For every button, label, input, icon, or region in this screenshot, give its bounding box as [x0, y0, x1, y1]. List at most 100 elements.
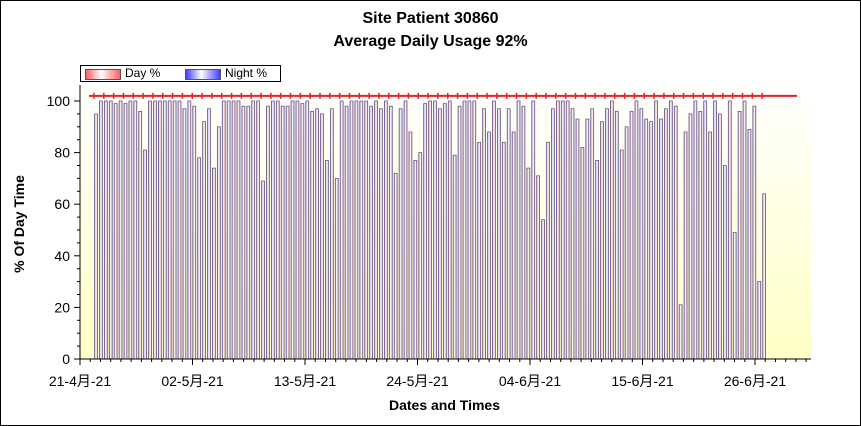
y-tick-label: 100 — [47, 93, 71, 109]
data-bar — [693, 100, 698, 360]
data-bar — [442, 103, 447, 360]
data-bar — [595, 159, 599, 360]
y-tick-label: 20 — [54, 299, 70, 315]
data-bar — [408, 131, 413, 360]
data-bar — [713, 100, 717, 360]
data-bar — [398, 108, 403, 360]
data-bar — [590, 108, 595, 360]
data-bar — [393, 172, 398, 360]
data-bar — [315, 108, 319, 360]
y-tick-label: 80 — [54, 145, 70, 161]
data-bar — [153, 100, 157, 360]
data-bar — [506, 108, 511, 360]
data-bar — [349, 100, 354, 360]
data-bar — [536, 175, 541, 360]
data-bar — [231, 100, 236, 360]
data-bar — [511, 131, 516, 360]
data-bar — [723, 165, 727, 360]
data-bar — [472, 100, 477, 360]
data-bar — [619, 149, 624, 360]
chart-subtitle: Average Daily Usage 92% — [333, 33, 528, 50]
data-bar — [600, 121, 604, 360]
data-bar — [541, 219, 545, 360]
data-bar — [344, 105, 349, 360]
data-bar — [433, 100, 437, 360]
data-bar — [236, 100, 241, 360]
data-bar — [290, 100, 295, 360]
data-bar — [138, 110, 143, 360]
data-bar — [585, 118, 590, 360]
data-bar — [339, 100, 344, 360]
data-bar — [708, 131, 712, 360]
data-bar — [624, 126, 629, 360]
data-bar — [629, 110, 634, 360]
data-bar — [271, 100, 275, 360]
data-bar — [418, 152, 423, 360]
data-bar — [467, 100, 472, 360]
chart-axes: 0 20 40 60 80 100 21-4月-21 02-5月-21 13-5月-21 24-5… — [47, 85, 811, 389]
data-bar — [334, 178, 339, 360]
data-bar — [148, 100, 152, 360]
x-tick-label: 13-5月-21 — [274, 373, 336, 389]
data-bar — [103, 100, 108, 360]
data-bar — [605, 108, 609, 360]
data-bar — [698, 110, 703, 360]
data-bar — [118, 100, 123, 360]
data-bar — [177, 100, 182, 360]
data-bar — [546, 141, 550, 360]
data-bar — [580, 147, 585, 360]
data-bar — [374, 100, 378, 360]
data-bar — [555, 100, 560, 360]
data-bar — [212, 167, 216, 360]
data-bar — [197, 157, 202, 360]
data-bar — [457, 105, 462, 360]
data-bar — [364, 100, 369, 360]
data-bar — [762, 193, 767, 360]
data-bar — [570, 108, 575, 360]
data-bar — [501, 141, 506, 360]
data-bar — [462, 100, 467, 360]
y-axis-label: % Of Day Time — [11, 175, 27, 273]
data-bar — [639, 108, 644, 360]
data-bar — [128, 100, 133, 360]
x-tick-label: 21-4月-21 — [49, 373, 111, 389]
data-bar — [359, 100, 364, 360]
data-bar — [202, 121, 206, 360]
data-bar — [516, 100, 521, 360]
data-bar — [275, 100, 280, 360]
data-bar — [492, 100, 496, 360]
data-bar — [438, 108, 442, 360]
marker-row — [89, 92, 797, 99]
data-bar — [654, 100, 658, 360]
data-bar — [497, 108, 501, 360]
data-bar — [108, 100, 113, 360]
legend-swatch-night — [185, 69, 221, 80]
x-tick-label: 15-6月-21 — [611, 373, 673, 389]
data-bar — [413, 159, 418, 360]
data-bar — [668, 100, 673, 360]
chart-title: Site Patient 30860 — [362, 10, 499, 27]
data-bar — [320, 113, 324, 360]
data-bar — [752, 105, 757, 360]
data-bar — [482, 108, 486, 360]
data-bar — [388, 105, 393, 360]
data-bar — [379, 108, 383, 360]
data-bar — [644, 118, 649, 360]
data-bar — [285, 105, 290, 360]
data-bar — [531, 100, 536, 360]
data-bar — [737, 110, 742, 360]
data-bar — [295, 100, 300, 360]
data-bar — [452, 154, 457, 360]
data-bar — [703, 100, 708, 360]
x-tick-label: 04-6月-21 — [499, 373, 561, 389]
y-tick-label: 40 — [54, 248, 70, 264]
data-bar — [216, 126, 221, 360]
data-bar — [192, 105, 197, 360]
data-bar — [403, 100, 408, 360]
data-bar — [688, 113, 693, 360]
data-bar — [158, 100, 162, 360]
data-bar — [325, 159, 329, 360]
data-bar — [162, 100, 167, 360]
data-bar — [256, 100, 260, 360]
data-bar — [354, 100, 359, 360]
